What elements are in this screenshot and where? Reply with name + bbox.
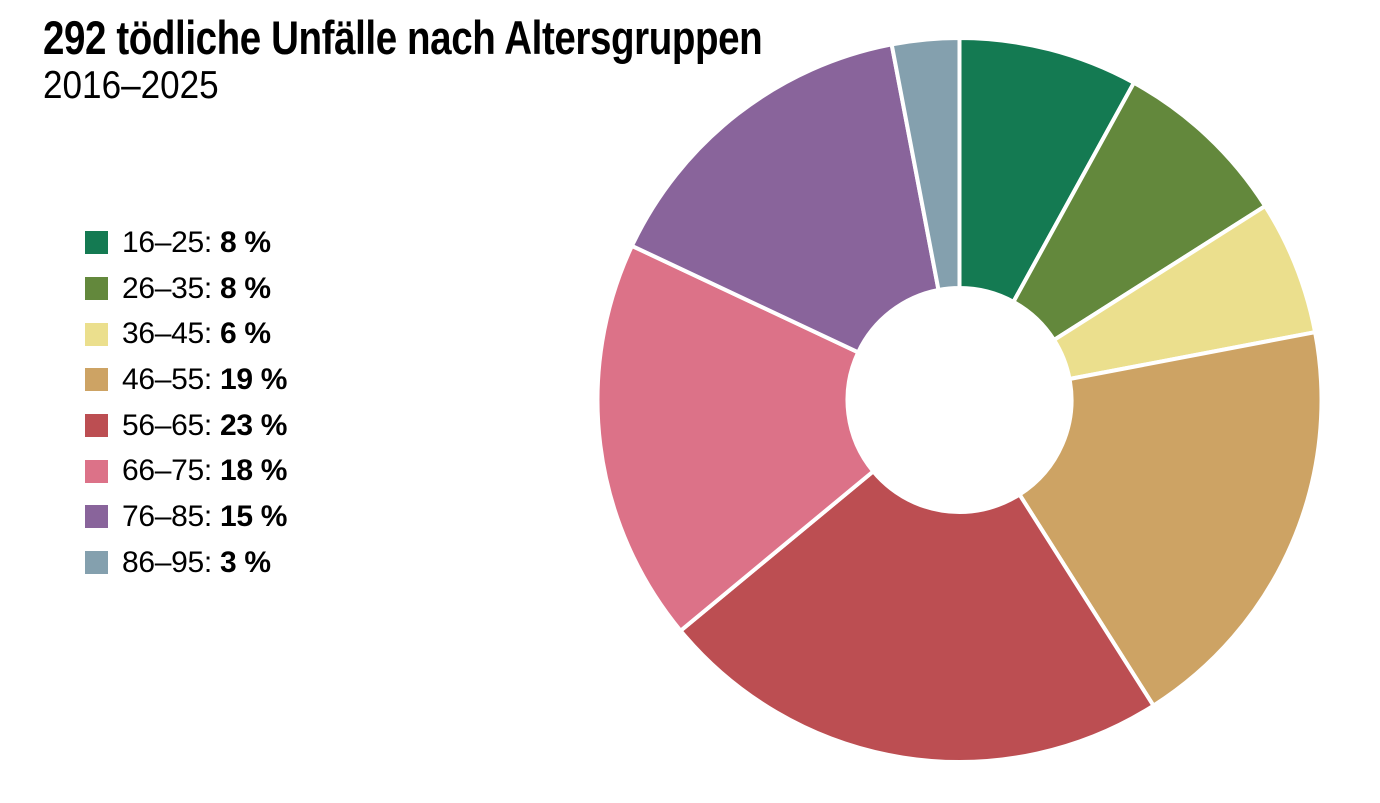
legend-swatch [85,322,108,346]
legend-range: 26–35: [122,271,212,305]
legend-item: 56–65: 23 % [85,403,287,449]
legend-label: 86–95: 3 % [122,546,271,580]
legend-percent: 19 % [219,362,288,396]
pie-slice-56-65 [677,468,1157,765]
legend-percent: 15 % [219,499,288,533]
legend-percent: 6 % [219,317,271,351]
legend-swatch [85,368,108,392]
legend-item: 46–55: 19 % [85,357,287,403]
legend-item: 16–25: 8 % [85,220,287,266]
chart-title: 292 tödliche Unfälle nach Altersgruppen [43,11,763,64]
legend-swatch [85,414,108,438]
legend-range: 86–95: [122,545,212,579]
legend-swatch [85,231,108,255]
legend-percent: 8 % [219,225,271,259]
legend-percent: 18 % [219,454,288,488]
legend-item: 36–45: 6 % [85,311,287,357]
legend-range: 36–45: [122,317,212,351]
legend-label: 26–35: 8 % [122,272,271,306]
legend-item: 26–35: 8 % [85,266,287,312]
legend-label: 46–55: 19 % [122,363,287,397]
legend-range: 46–55: [122,362,212,396]
legend-item: 76–85: 15 % [85,494,287,540]
legend-range: 66–75: [122,454,212,488]
legend-swatch [85,505,108,529]
legend-label: 16–25: 8 % [122,226,271,260]
legend: 16–25: 8 % 26–35: 8 % 36–45: 6 % 46–55: 19 % 56–… [85,220,287,586]
pie-slice-66-75 [595,243,877,634]
legend-percent: 3 % [219,545,271,579]
legend-label: 66–75: 18 % [122,454,287,488]
legend-percent: 8 % [219,271,271,305]
legend-swatch [85,459,108,483]
legend-swatch [85,551,108,575]
legend-label: 56–65: 23 % [122,409,287,443]
pie-slice-16-25 [957,35,1137,305]
legend-range: 56–65: [122,408,212,442]
legend-percent: 23 % [219,408,288,442]
legend-label: 76–85: 15 % [122,500,287,534]
legend-swatch [85,277,108,301]
chart-subtitle: 2016–2025 [43,64,219,107]
legend-item: 86–95: 3 % [85,540,287,586]
pie-slice-86-95 [889,35,962,293]
legend-range: 76–85: [122,499,212,533]
legend-range: 16–25: [122,225,212,259]
legend-item: 66–75: 18 % [85,448,287,494]
legend-label: 36–45: 6 % [122,317,271,351]
pie-slice-26-35 [1010,80,1268,343]
pie-slice-76-85 [629,42,941,355]
